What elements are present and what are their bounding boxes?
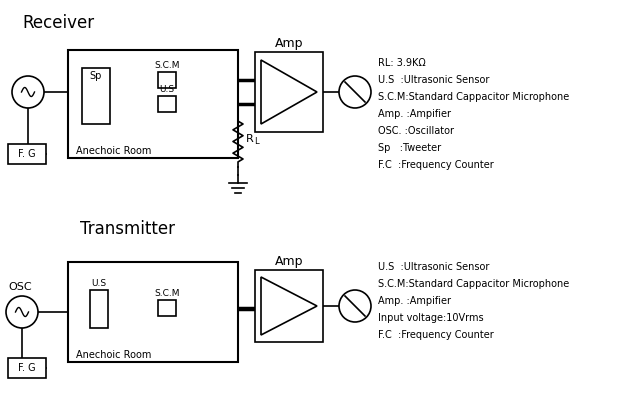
Text: Transmitter: Transmitter — [80, 220, 175, 238]
Text: Anechoic Room: Anechoic Room — [76, 146, 152, 156]
Text: Receiver: Receiver — [22, 14, 94, 32]
Text: Amp. :Ampifier: Amp. :Ampifier — [378, 109, 451, 119]
Bar — [255, 270, 323, 342]
Bar — [158, 72, 176, 88]
Bar — [68, 262, 238, 362]
Text: F.C  :Frequency Counter: F.C :Frequency Counter — [378, 330, 494, 340]
Text: L: L — [254, 137, 258, 147]
Bar — [90, 290, 108, 328]
Text: OSC: OSC — [8, 282, 32, 292]
Text: U.S: U.S — [92, 279, 107, 288]
Text: R: R — [246, 134, 254, 144]
Circle shape — [12, 76, 44, 108]
Circle shape — [339, 290, 371, 322]
Bar — [82, 68, 110, 124]
Text: Anechoic Room: Anechoic Room — [76, 350, 152, 360]
Text: Sp   :Tweeter: Sp :Tweeter — [378, 143, 441, 153]
Text: F. G: F. G — [18, 149, 36, 159]
Polygon shape — [261, 60, 317, 124]
Text: Amp: Amp — [275, 255, 303, 268]
Text: S.C.M: S.C.M — [154, 61, 179, 70]
Text: U.S: U.S — [159, 85, 174, 94]
Text: Input voltage:10Vrms: Input voltage:10Vrms — [378, 313, 483, 323]
Bar — [255, 52, 323, 132]
Circle shape — [6, 296, 38, 328]
Text: S.C.M: S.C.M — [154, 289, 179, 298]
Text: RL: 3.9KΩ: RL: 3.9KΩ — [378, 58, 426, 68]
Text: S.C.M:Standard Cappacitor Microphone: S.C.M:Standard Cappacitor Microphone — [378, 92, 569, 102]
Bar — [8, 358, 46, 378]
Polygon shape — [261, 277, 317, 335]
Text: U.S  :Ultrasonic Sensor: U.S :Ultrasonic Sensor — [378, 262, 489, 272]
Bar — [68, 50, 238, 158]
Text: F.C  :Frequency Counter: F.C :Frequency Counter — [378, 160, 494, 170]
Text: F. G: F. G — [18, 363, 36, 373]
Bar — [158, 96, 176, 112]
Bar — [158, 300, 176, 316]
Text: Sp: Sp — [90, 71, 102, 81]
Text: U.S  :Ultrasonic Sensor: U.S :Ultrasonic Sensor — [378, 75, 489, 85]
Text: Amp. :Ampifier: Amp. :Ampifier — [378, 296, 451, 306]
Text: OSC. :Oscillator: OSC. :Oscillator — [378, 126, 454, 136]
Text: Amp: Amp — [275, 37, 303, 50]
Bar — [8, 144, 46, 164]
Circle shape — [339, 76, 371, 108]
Text: S.C.M:Standard Cappacitor Microphone: S.C.M:Standard Cappacitor Microphone — [378, 279, 569, 289]
